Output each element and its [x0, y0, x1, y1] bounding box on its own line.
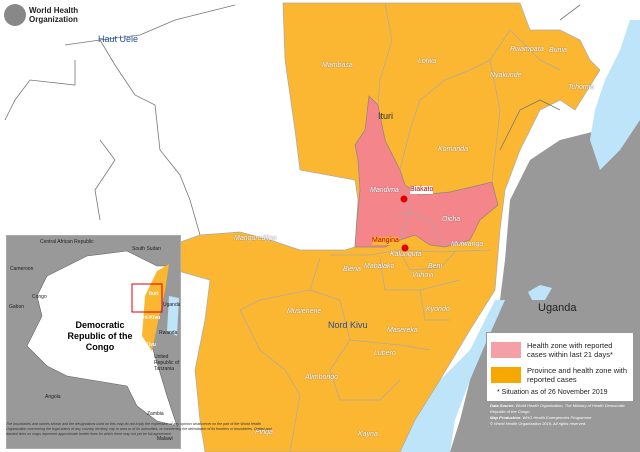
- credits-production-label: Map Production: [490, 415, 521, 420]
- inset-country-label: Malawi: [157, 436, 173, 442]
- zone-label: Mutwanga: [451, 241, 484, 248]
- locality-label: Mangina: [372, 237, 399, 245]
- province-label: Haut Uele: [98, 34, 139, 44]
- admin-boundaries: [4, 4, 581, 236]
- zone-label: Beni: [428, 263, 443, 270]
- zone-label: Bunia: [549, 47, 567, 54]
- legend-swatch: [491, 342, 521, 358]
- zone-label: Komanda: [438, 146, 468, 153]
- zone-label: Lubero: [374, 350, 396, 357]
- lake-george: [528, 285, 552, 300]
- zone-label: Kalunguta: [390, 251, 422, 258]
- inset-country-label: Gabon: [9, 304, 25, 310]
- zone-label: Pinga: [255, 429, 273, 436]
- credits: Data Source: World Health Organization, …: [490, 403, 625, 426]
- inset-country-label: Uganda: [163, 302, 181, 308]
- zone-label: Rwampara: [510, 46, 544, 53]
- inset-province-label: Ituri: [149, 291, 159, 297]
- legend-item: Province and health zone with reported c…: [491, 366, 631, 384]
- credits-source-label: Data Source: [490, 403, 514, 408]
- credits-source: World Health Organization, The Ministry …: [490, 403, 625, 414]
- lake-albert: [590, 20, 640, 170]
- inset-country-label: Congo: [32, 294, 47, 300]
- legend: Health zone with reported cases within l…: [486, 332, 634, 402]
- legend-label: Health zone with reported cases within l…: [527, 341, 613, 359]
- who-logo: World Health Organization: [4, 4, 89, 26]
- inset-province-label: Nord-Kivu: [136, 315, 161, 321]
- zone-label: Biena: [343, 266, 361, 273]
- zone-label: Oicha: [442, 216, 461, 223]
- inset-country-label: Zambia: [147, 411, 164, 417]
- zone-label: Masereka: [387, 327, 418, 334]
- biakato-marker[interactable]: [400, 195, 408, 203]
- locality-label: Biakato: [410, 186, 434, 194]
- country-label: Uganda: [538, 302, 577, 314]
- credits-copyright: © World Health Organization 2019, All ri…: [490, 421, 587, 426]
- legend-note: * Situation as of 26 November 2019: [497, 389, 608, 396]
- zone-label: Mambasa: [322, 62, 353, 69]
- zone-label: Alimbongo: [305, 374, 339, 381]
- zone-label: Musienene: [287, 308, 322, 315]
- inset-title: Democratic Republic of the Congo: [67, 320, 133, 352]
- zone-label: Lolwa: [418, 58, 437, 65]
- zone-label: Manguredjipa: [234, 235, 277, 242]
- legend-swatch: [491, 367, 521, 383]
- inset-country-label: United Republic of Tanzania: [154, 354, 180, 372]
- province-label: Nord Kivu: [328, 320, 368, 330]
- organization-name: World Health Organization: [29, 6, 79, 24]
- zone-label: Nyakunde: [490, 72, 522, 79]
- inset-map: Central African Republic South Sudan Cam…: [6, 235, 181, 449]
- credits-production: WHO Health Emergencies Programme: [522, 415, 592, 420]
- zone-label: Tchomia: [568, 84, 595, 91]
- province-label: Ituri: [378, 111, 394, 121]
- mangina-marker[interactable]: [401, 244, 409, 252]
- inset-country-label: Rwanda: [159, 330, 178, 336]
- zone-label: Mabalako: [364, 263, 395, 270]
- affected-zones-21-days: [354, 95, 499, 248]
- disclaimer: The boundaries and names shown and the d…: [6, 422, 272, 436]
- who-emblem-icon: [4, 4, 26, 26]
- inset-canvas: [7, 236, 180, 448]
- inset-country-label: South Sudan: [132, 246, 161, 252]
- health-zone-boundaries: [239, 2, 561, 452]
- legend-label: Province and health zone with reported c…: [527, 366, 628, 384]
- inset-country-label: Cameroon: [10, 266, 34, 272]
- inset-country-label: Angola: [45, 394, 61, 400]
- zone-label: Vuhovi: [412, 272, 434, 279]
- inset-country-label: Central African Republic: [40, 239, 94, 245]
- zone-label: Mandima: [370, 187, 399, 194]
- zone-label: Kayna: [358, 431, 378, 438]
- legend-item: Health zone with reported cases within l…: [491, 341, 631, 359]
- lake-edward: [400, 300, 505, 452]
- inset-province-label: Sud-Kivu: [134, 342, 156, 348]
- zone-label: Kyondo: [426, 306, 450, 313]
